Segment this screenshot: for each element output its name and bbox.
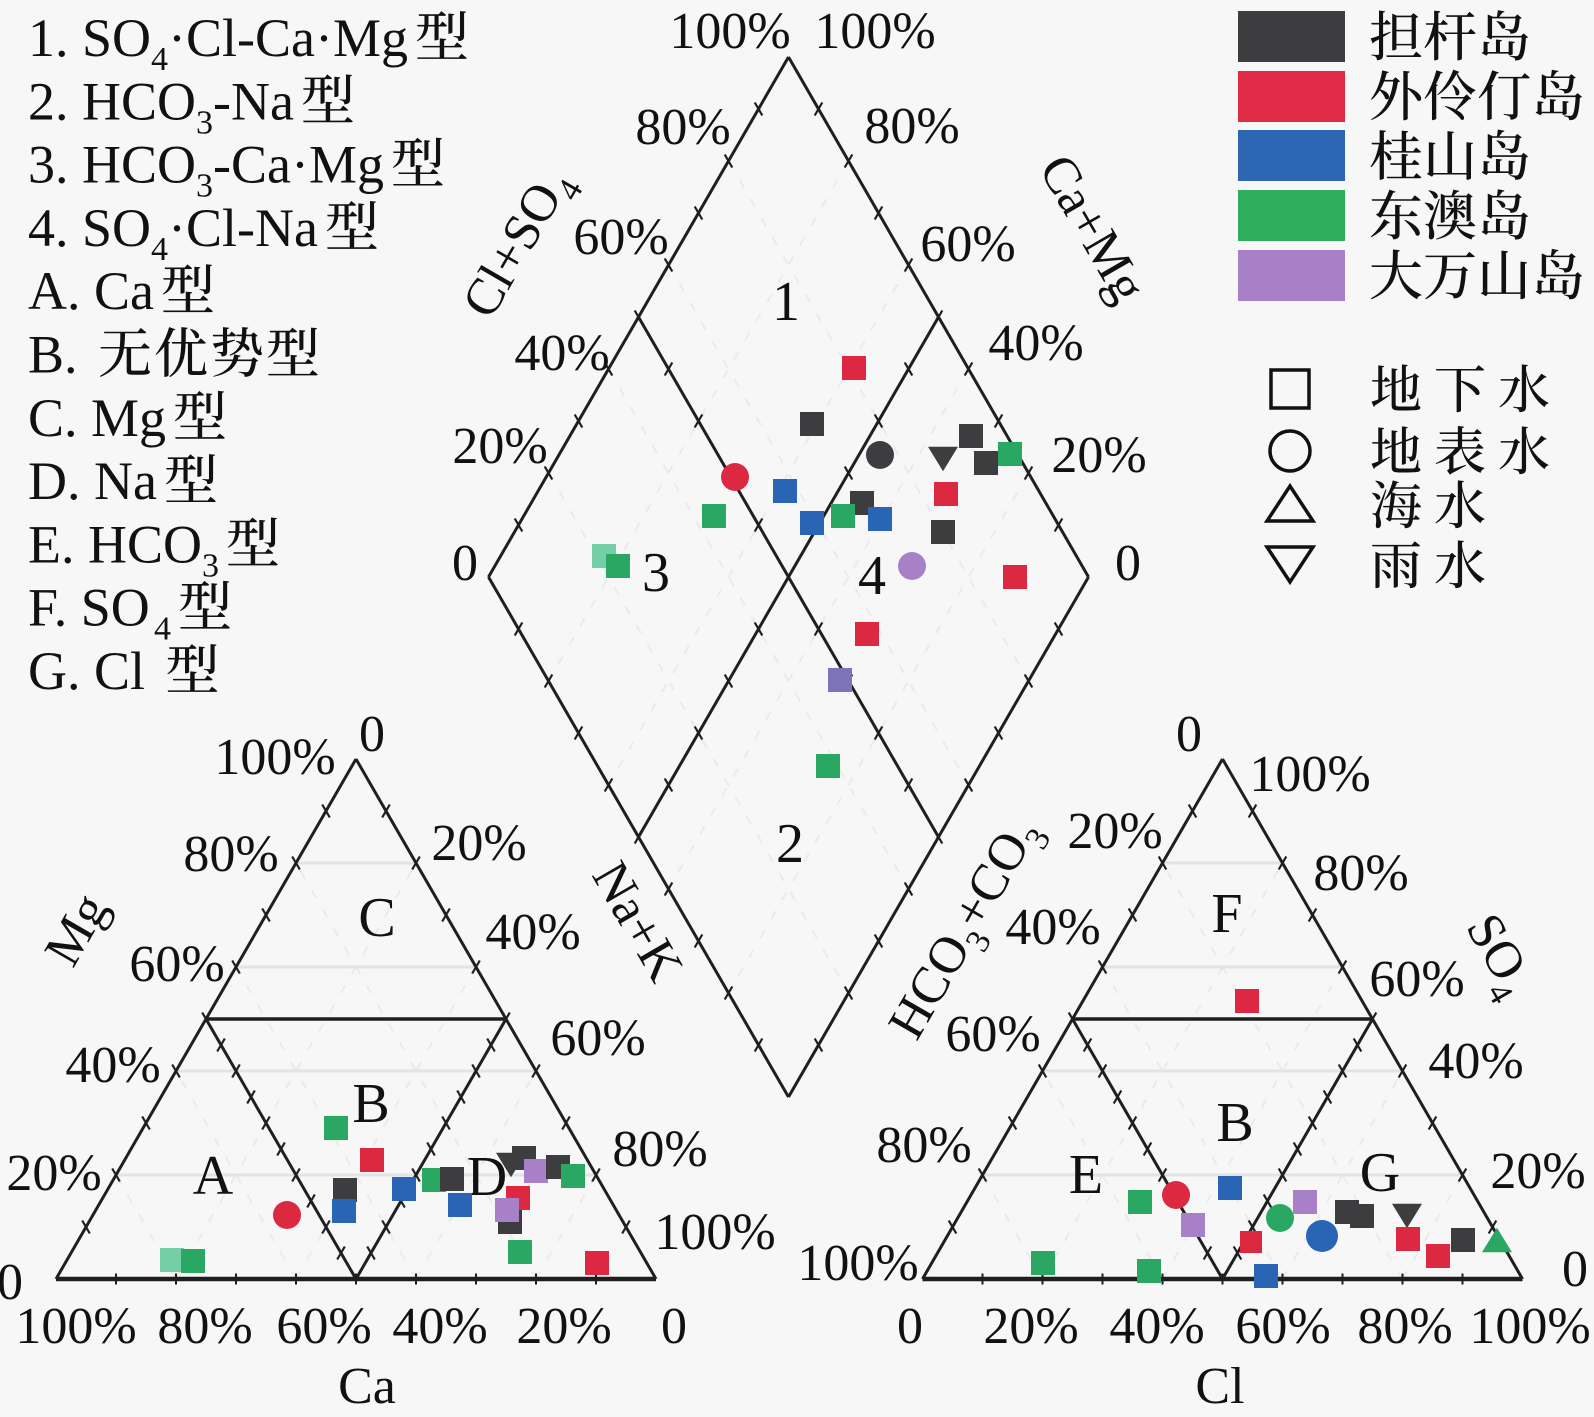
svg-text:0: 0	[897, 1298, 923, 1355]
svg-text:3. HCO: 3. HCO	[28, 135, 196, 195]
svg-text:3: 3	[202, 547, 219, 584]
svg-text:0: 0	[661, 1298, 687, 1355]
svg-text:Cl: Cl	[1195, 1358, 1244, 1415]
svg-text:40%: 40%	[65, 1037, 160, 1094]
svg-text:20%: 20%	[516, 1298, 611, 1355]
svg-text:0: 0	[359, 706, 385, 763]
svg-text:1: 1	[772, 271, 800, 333]
svg-text:20%: 20%	[452, 418, 547, 475]
svg-text:·Cl-Na: ·Cl-Na	[168, 198, 318, 258]
svg-text:40%: 40%	[1005, 899, 1100, 956]
svg-text:20%: 20%	[1067, 803, 1162, 860]
svg-text:60%: 60%	[276, 1298, 371, 1355]
svg-text:0: 0	[452, 535, 478, 592]
svg-text:40%: 40%	[988, 315, 1083, 372]
svg-text:3: 3	[196, 104, 213, 141]
svg-text:100%: 100%	[654, 1204, 775, 1261]
svg-text:4: 4	[858, 545, 886, 607]
svg-text:A. Ca: A. Ca	[28, 261, 154, 321]
svg-text:60%: 60%	[920, 216, 1015, 273]
svg-text:4: 4	[154, 611, 171, 648]
svg-text:3: 3	[642, 542, 670, 604]
svg-text:20%: 20%	[983, 1298, 1078, 1355]
svg-text:F. SO: F. SO	[28, 578, 150, 638]
svg-text:B.: B.	[28, 325, 78, 385]
svg-text:60%: 60%	[550, 1010, 645, 1067]
svg-text:80%: 80%	[183, 826, 278, 883]
svg-text:100%: 100%	[1249, 746, 1370, 803]
svg-text:100%: 100%	[814, 3, 935, 60]
svg-text:0: 0	[1176, 706, 1202, 763]
svg-text:100%: 100%	[669, 3, 790, 60]
svg-text:E: E	[1069, 1144, 1103, 1206]
svg-text:80%: 80%	[1357, 1298, 1452, 1355]
svg-text:60%: 60%	[1369, 951, 1464, 1008]
svg-text:100%: 100%	[1469, 1298, 1590, 1355]
svg-text:0: 0	[1115, 535, 1141, 592]
svg-text:80%: 80%	[157, 1298, 252, 1355]
svg-text:80%: 80%	[1313, 845, 1408, 902]
svg-text:C. Mg: C. Mg	[28, 388, 166, 448]
svg-text:0: 0	[0, 1254, 23, 1311]
svg-text:1. SO: 1. SO	[28, 8, 151, 68]
svg-text:3: 3	[196, 168, 213, 205]
svg-text:60%: 60%	[1235, 1298, 1330, 1355]
svg-text:-Ca·Mg: -Ca·Mg	[213, 135, 384, 195]
svg-text:60%: 60%	[573, 209, 668, 266]
svg-text:2: 2	[776, 813, 804, 875]
svg-text:60%: 60%	[945, 1006, 1040, 1063]
svg-text:100%: 100%	[797, 1235, 918, 1292]
svg-text:40%: 40%	[514, 325, 609, 382]
svg-text:40%: 40%	[1428, 1033, 1523, 1090]
svg-text:E. HCO: E. HCO	[28, 514, 202, 574]
svg-text:·Cl-Ca·Mg: ·Cl-Ca·Mg	[168, 8, 408, 68]
svg-text:60%: 60%	[129, 936, 224, 993]
svg-text:100%: 100%	[214, 729, 335, 786]
svg-text:20%: 20%	[1051, 427, 1146, 484]
svg-text:80%: 80%	[864, 98, 959, 155]
svg-text:C: C	[358, 887, 395, 949]
svg-text:G: G	[1360, 1142, 1400, 1204]
svg-text:0: 0	[1562, 1241, 1588, 1298]
svg-text:80%: 80%	[876, 1117, 971, 1174]
svg-text:20%: 20%	[431, 815, 526, 872]
svg-text:F: F	[1211, 883, 1242, 945]
svg-text:40%: 40%	[392, 1298, 487, 1355]
svg-text:40%: 40%	[1109, 1298, 1204, 1355]
svg-text:80%: 80%	[635, 99, 730, 156]
svg-text:40%: 40%	[485, 904, 580, 961]
svg-text:20%: 20%	[1490, 1143, 1585, 1200]
svg-text:4. SO: 4. SO	[28, 198, 151, 258]
svg-text:A: A	[193, 1145, 234, 1207]
svg-text:4: 4	[151, 231, 168, 268]
svg-text:20%: 20%	[6, 1145, 101, 1202]
svg-text:100%: 100%	[15, 1298, 136, 1355]
svg-text:-Na: -Na	[213, 71, 294, 131]
svg-text:80%: 80%	[612, 1121, 707, 1178]
svg-text:B: B	[352, 1073, 389, 1135]
svg-text:D. Na: D. Na	[28, 451, 157, 511]
svg-text:Ca: Ca	[338, 1358, 396, 1415]
svg-text:B: B	[1216, 1092, 1253, 1154]
svg-text:2. HCO: 2. HCO	[28, 71, 196, 131]
svg-text:4: 4	[151, 41, 168, 78]
svg-text:G. Cl: G. Cl	[28, 641, 145, 701]
